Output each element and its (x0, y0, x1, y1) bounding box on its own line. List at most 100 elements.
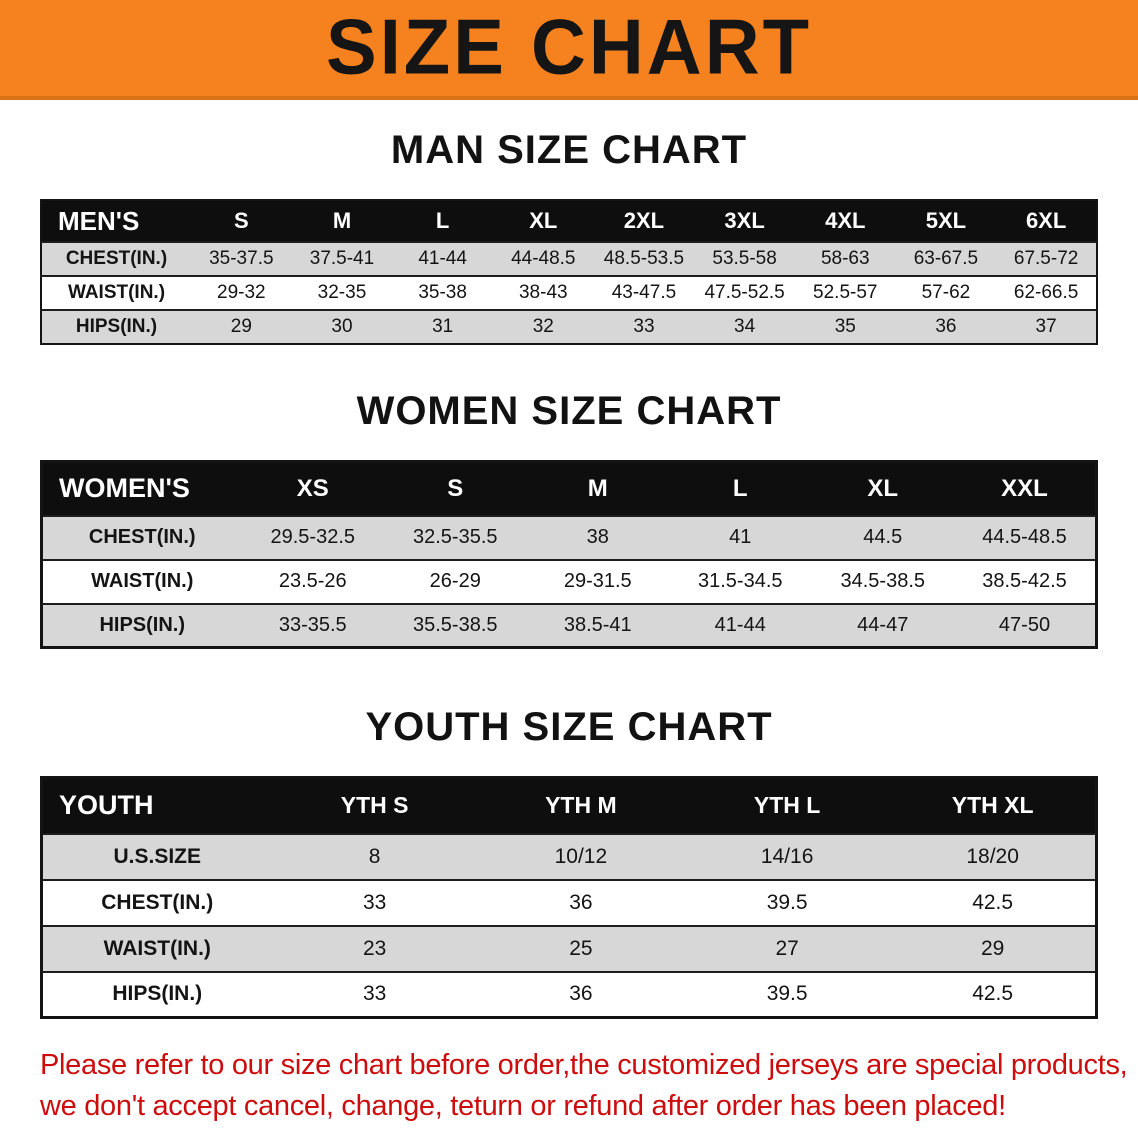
table-cell: 34.5-38.5 (840, 570, 925, 592)
size-header-cell: XXL (1001, 474, 1048, 502)
table-cell: 26-29 (429, 570, 481, 592)
table-cell: 27 (775, 936, 799, 960)
youth-size-table: YOUTH YTH S YTH M YTH L YTH XL U.S.SIZE … (40, 776, 1098, 1019)
size-header-cell: XS (296, 474, 329, 502)
youth-header-row: YOUTH YTH S YTH M YTH L YTH XL (41, 777, 1097, 834)
table-cell: 44.5-48.5 (982, 526, 1067, 548)
table-cell: 38-43 (518, 282, 568, 303)
table-cell: 57-62 (921, 282, 971, 303)
disclaimer-line-1: Please refer to our size chart before or… (40, 1049, 1128, 1081)
row-label: WAIST(IN.) (67, 282, 166, 303)
table-cell: 43-47.5 (611, 282, 677, 303)
table-cell: 10/12 (554, 844, 608, 868)
size-chart-banner: SIZE CHART (0, 0, 1138, 100)
table-row: WAIST(IN.) 23 25 27 29 (41, 925, 1097, 972)
size-header-cell: 6XL (1025, 208, 1067, 233)
men-section: MAN SIZE CHART MEN'S S M L XL 2XL 3XL 4X… (0, 128, 1138, 345)
table-cell: 39.5 (766, 982, 808, 1006)
men-table-title: MEN'S (58, 205, 140, 236)
table-cell: 31.5-34.5 (697, 570, 783, 592)
table-cell: 37 (1035, 316, 1057, 337)
table-cell: 63-67.5 (913, 248, 979, 269)
table-cell: 47-50 (998, 613, 1051, 636)
table-cell: 32 (532, 316, 554, 337)
table-cell: 35.5-38.5 (412, 613, 498, 636)
table-cell: 30 (331, 316, 353, 337)
table-cell: 36 (569, 890, 593, 914)
table-cell: 8 (368, 844, 381, 868)
table-cell: 29-31.5 (563, 570, 632, 592)
size-header-cell: M (332, 208, 352, 233)
table-row: HIPS(IN.) 29 30 31 32 33 34 35 36 37 (41, 310, 1097, 344)
table-cell: 42.5 (972, 982, 1014, 1006)
table-cell: 38.5-42.5 (982, 570, 1067, 592)
table-cell: 44-48.5 (511, 248, 576, 269)
table-row: U.S.SIZE 8 10/12 14/16 18/20 (41, 833, 1097, 880)
table-cell: 29 (980, 936, 1005, 960)
youth-section: YOUTH SIZE CHART YOUTH YTH S YTH M YTH L… (0, 705, 1138, 1019)
table-row: CHEST(IN.) 33 36 39.5 42.5 (41, 879, 1097, 926)
table-cell: 33 (362, 890, 387, 914)
size-header-cell: L (732, 474, 748, 502)
men-size-table: MEN'S S M L XL 2XL 3XL 4XL 5XL 6XL CHEST… (40, 199, 1098, 345)
table-cell: 23 (362, 936, 387, 960)
table-cell: 62-66.5 (1013, 282, 1079, 303)
table-cell: 41-44 (418, 248, 467, 269)
size-header-cell: M (587, 474, 608, 502)
table-cell: 35-38 (418, 282, 467, 303)
disclaimer-line-2: we don't accept cancel, change, teturn o… (40, 1090, 1006, 1123)
table-cell: 53.5-58 (712, 248, 777, 269)
table-row: HIPS(IN.) 33-35.5 35.5-38.5 38.5-41 41-4… (41, 603, 1097, 648)
size-header-cell: 3XL (724, 208, 765, 233)
size-header-cell: XL (529, 208, 558, 233)
men-section-heading: MAN SIZE CHART (390, 128, 748, 172)
table-cell: 36 (569, 982, 593, 1006)
row-label: HIPS(IN.) (99, 613, 186, 636)
table-row: CHEST(IN.) 29.5-32.5 32.5-35.5 38 41 44.… (41, 515, 1097, 560)
table-cell: 25 (569, 936, 593, 960)
banner-title: SIZE CHART (326, 4, 812, 91)
women-size-table: WOMEN'S XS S M L XL XXL CHEST(IN.) 29.5-… (40, 460, 1098, 649)
table-row: HIPS(IN.) 33 36 39.5 42.5 (41, 971, 1097, 1018)
table-cell: 41-44 (714, 613, 766, 636)
table-cell: 35 (834, 316, 856, 337)
table-cell: 42.5 (972, 890, 1014, 914)
table-cell: 38 (586, 526, 609, 548)
table-cell: 33 (362, 982, 387, 1006)
row-label: WAIST(IN.) (103, 936, 211, 960)
size-header-cell: YTH M (545, 792, 617, 819)
table-cell: 39.5 (766, 890, 808, 914)
row-label: HIPS(IN.) (75, 316, 158, 337)
table-cell: 48.5-53.5 (603, 248, 685, 269)
youth-section-heading: YOUTH SIZE CHART (365, 705, 773, 749)
youth-table-title: YOUTH (59, 790, 154, 821)
row-label: HIPS(IN.) (112, 982, 203, 1006)
women-section-heading: WOMEN SIZE CHART (356, 389, 782, 433)
table-cell: 67.5-72 (1013, 248, 1079, 269)
table-row: WAIST(IN.) 23.5-26 26-29 29-31.5 31.5-34… (41, 559, 1097, 604)
row-label: U.S.SIZE (113, 844, 202, 868)
size-header-cell: YTH XL (951, 792, 1034, 819)
disclaimer-text: Please refer to our size chart before or… (40, 1045, 1138, 1127)
size-header-cell: 2XL (623, 208, 665, 233)
table-cell: 33-35.5 (278, 613, 347, 636)
table-cell: 47.5-52.5 (704, 282, 785, 303)
table-cell: 14/16 (760, 844, 814, 868)
size-header-cell: 4XL (825, 208, 866, 233)
women-header-row: WOMEN'S XS S M L XL XXL (41, 461, 1097, 516)
table-cell: 52.5-57 (813, 282, 878, 303)
table-row: WAIST(IN.) 29-32 32-35 35-38 38-43 43-47… (41, 276, 1097, 310)
table-cell: 32.5-35.5 (412, 526, 498, 548)
table-cell: 34 (734, 316, 756, 337)
size-header-cell: YTH S (340, 792, 409, 819)
table-cell: 41 (729, 526, 752, 548)
women-section: WOMEN SIZE CHART WOMEN'S XS S M L XL XXL… (0, 389, 1138, 649)
row-label: CHEST(IN.) (65, 248, 168, 269)
table-cell: 35-37.5 (209, 248, 274, 269)
table-cell: 36 (935, 316, 957, 337)
table-cell: 58-63 (820, 248, 870, 269)
size-header-cell: S (447, 474, 464, 502)
table-cell: 38.5-41 (563, 613, 632, 636)
size-header-cell: XL (867, 474, 899, 502)
row-label: CHEST(IN.) (88, 526, 196, 548)
